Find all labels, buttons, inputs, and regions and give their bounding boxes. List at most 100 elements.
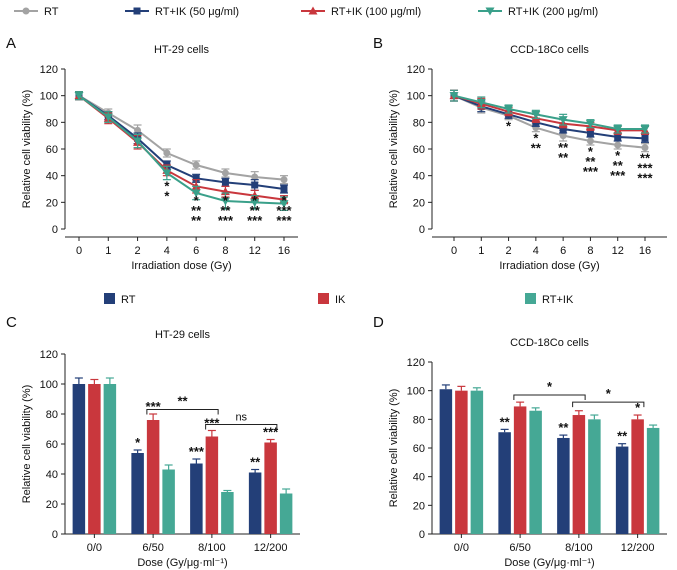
legend-label: RT bbox=[121, 294, 136, 306]
bracket-label: * bbox=[547, 379, 553, 394]
data-point bbox=[585, 120, 595, 129]
x-tick-label: 6/50 bbox=[142, 542, 163, 554]
comparison-bracket bbox=[513, 394, 586, 400]
significance-mark: ** bbox=[558, 140, 569, 155]
legend-marker bbox=[133, 7, 141, 15]
data-point bbox=[640, 125, 650, 134]
data-point bbox=[192, 161, 200, 169]
y-tick-label: 20 bbox=[46, 197, 58, 209]
bar-0 bbox=[72, 384, 86, 534]
data-point bbox=[614, 133, 622, 141]
significance-mark: * bbox=[533, 131, 539, 146]
data-point bbox=[280, 176, 288, 184]
data-point bbox=[133, 137, 143, 146]
legend-top: RT RT+IK (50 μg/ml) RT+IK (100 μg/ml) RT+IK… bbox=[14, 6, 598, 18]
x-tick-label: 12/200 bbox=[621, 542, 655, 554]
bar-2 bbox=[279, 493, 293, 534]
bar-1 bbox=[146, 420, 160, 534]
data-point bbox=[559, 132, 567, 140]
significance-mark: *** bbox=[583, 164, 599, 179]
significance-mark: ** bbox=[500, 414, 511, 429]
y-axis-label: Relative cell viability (%) bbox=[388, 90, 400, 209]
x-axis-label: Dose (Gy/μg·ml⁻¹) bbox=[504, 557, 594, 569]
data-point bbox=[134, 126, 142, 134]
significance-mark: *** bbox=[276, 203, 292, 218]
bar-0 bbox=[498, 432, 511, 534]
data-point bbox=[613, 125, 623, 134]
bar-0 bbox=[248, 472, 262, 534]
data-point bbox=[251, 173, 259, 181]
data-point bbox=[558, 116, 568, 125]
x-tick-label: 6 bbox=[193, 245, 199, 257]
x-tick-label: 4 bbox=[164, 245, 170, 257]
x-tick-label: 6/50 bbox=[509, 542, 530, 554]
significance-mark: ** bbox=[613, 158, 624, 173]
series-line-0 bbox=[78, 94, 285, 181]
panel-label-b: B bbox=[373, 35, 383, 52]
series-line-1 bbox=[453, 94, 646, 140]
significance-mark: ** bbox=[250, 203, 261, 218]
significance-mark: * bbox=[194, 193, 200, 208]
legend-bottom: RT IK RT+IK bbox=[104, 293, 574, 306]
x-tick-label: 16 bbox=[278, 245, 290, 257]
significance-mark: *** bbox=[204, 416, 220, 431]
bar-1 bbox=[631, 419, 644, 534]
bracket-label: ** bbox=[177, 394, 188, 409]
data-point bbox=[192, 174, 200, 182]
bracket-label: * bbox=[606, 386, 612, 401]
x-tick-label: 6 bbox=[560, 245, 566, 257]
bar-2 bbox=[162, 469, 175, 534]
x-tick-label: 1 bbox=[478, 245, 484, 257]
comparison-bracket bbox=[572, 401, 645, 408]
legend-marker bbox=[22, 7, 30, 15]
legend-label: RT+IK (200 μg/ml) bbox=[508, 6, 598, 18]
significance-mark: ** bbox=[558, 420, 569, 435]
series-line-0 bbox=[453, 94, 646, 149]
significance-mark: *** bbox=[610, 168, 626, 183]
significance-mark: *** bbox=[189, 444, 205, 459]
significance-mark: *** bbox=[276, 213, 292, 228]
x-tick-label: 12 bbox=[612, 245, 624, 257]
data-point bbox=[586, 137, 594, 145]
significance-mark: *** bbox=[637, 161, 653, 176]
data-point bbox=[220, 197, 230, 206]
chart-title: CCD-18Co cells bbox=[510, 44, 589, 56]
series-line-3 bbox=[78, 94, 285, 205]
data-point bbox=[74, 92, 84, 101]
y-axis-label: Relative cell viability (%) bbox=[21, 90, 33, 209]
legend-label: RT bbox=[44, 6, 59, 18]
series-line-1 bbox=[78, 94, 285, 190]
data-point bbox=[103, 113, 113, 122]
x-tick-label: 1 bbox=[105, 245, 111, 257]
bar-2 bbox=[646, 427, 660, 534]
y-tick-label: 100 bbox=[407, 386, 425, 398]
bar-2 bbox=[588, 419, 601, 534]
x-tick-label: 8 bbox=[587, 245, 593, 257]
significance-mark: *** bbox=[263, 425, 279, 440]
panel-c-bar-chart: HT-29 cells 0 20 40 60 80 100 120 Relative cell … bbox=[21, 329, 300, 569]
series-line-3 bbox=[453, 94, 645, 130]
significance-mark: * bbox=[615, 148, 621, 163]
legend-marker bbox=[485, 7, 495, 16]
bar-1 bbox=[455, 390, 468, 534]
y-tick-label: 80 bbox=[413, 117, 425, 129]
significance-mark: * bbox=[135, 435, 141, 450]
significance-mark: * bbox=[635, 400, 641, 415]
significance-mark: * bbox=[588, 144, 594, 159]
series-line-2 bbox=[78, 94, 285, 201]
chart-title: HT-29 cells bbox=[154, 44, 210, 56]
data-point bbox=[251, 181, 259, 189]
y-tick-label: 100 bbox=[40, 91, 58, 103]
legend-swatch bbox=[104, 293, 115, 304]
y-tick-label: 80 bbox=[413, 414, 425, 426]
x-axis-label: Dose (Gy/μg·ml⁻¹) bbox=[137, 557, 227, 569]
data-point bbox=[221, 169, 229, 177]
legend-swatch bbox=[318, 293, 329, 304]
bar-1 bbox=[264, 442, 277, 534]
y-axis-label: Relative cell viability (%) bbox=[21, 385, 33, 504]
data-point bbox=[504, 105, 514, 114]
x-tick-label: 4 bbox=[533, 245, 539, 257]
bar-1 bbox=[88, 384, 101, 534]
significance-mark: *** bbox=[637, 171, 653, 186]
